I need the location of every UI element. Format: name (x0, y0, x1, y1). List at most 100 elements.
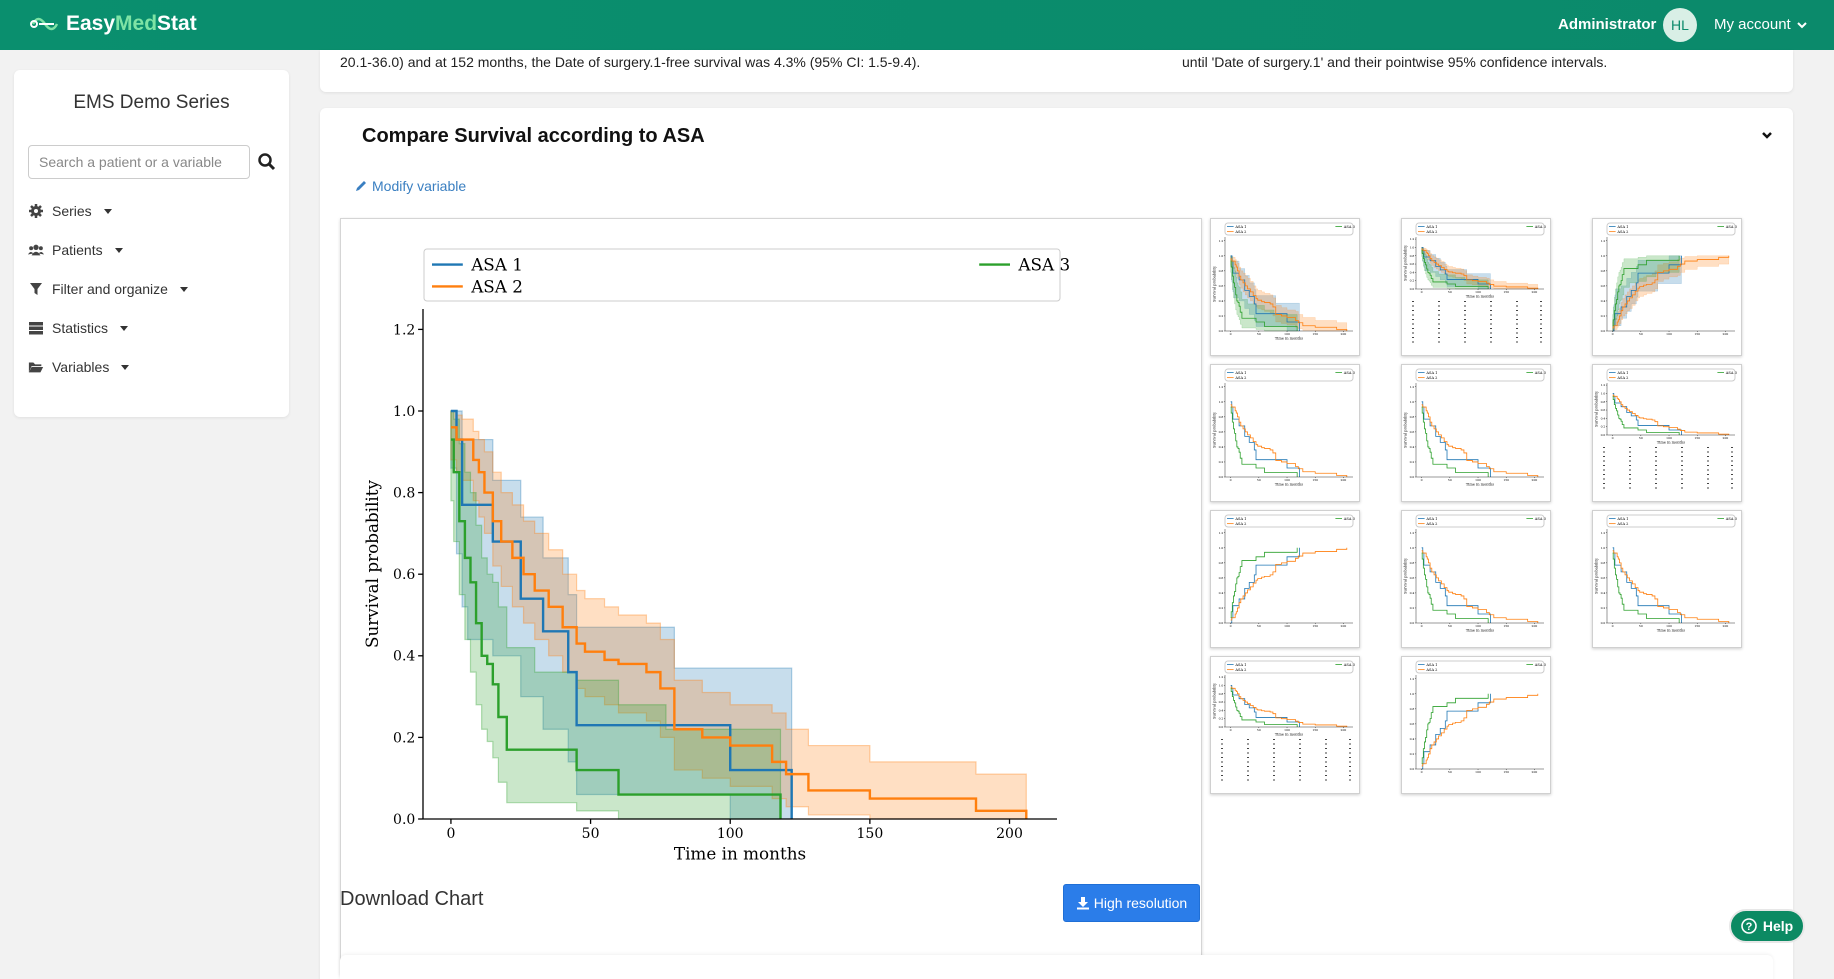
legend-label: ASA 3 (1343, 225, 1356, 229)
y-tick-label: 0.4 (1601, 416, 1606, 420)
y-tick-label: 0.2 (1410, 279, 1415, 283)
y-tick-label: 0.0 (1601, 621, 1606, 625)
chart-thumbnail[interactable]: 0 50 100 150 200 0.0 0.2 0.4 0.6 0.8 1.0 1.2 ASA 1 AS… (1401, 656, 1551, 794)
at-risk-cell (1299, 752, 1301, 754)
at-risk-cell (1273, 779, 1275, 781)
chart-thumbnail[interactable]: 0 50 100 150 200 0.0 0.2 0.4 0.6 0.8 1.0 1.2 ASA 1 AS… (1592, 218, 1742, 356)
thumbnail-chart-svg: 0 50 100 150 200 0.0 0.2 0.4 0.6 0.8 1.0 1.2 Time in… (1403, 222, 1547, 343)
at-risk-table (1221, 739, 1351, 781)
x-tick-label: 100 (1666, 436, 1672, 440)
search-icon[interactable] (257, 152, 277, 172)
sidebar-item-variables[interactable]: Variables (28, 359, 130, 375)
series-title: EMS Demo Series (73, 92, 230, 113)
legend-label: ASA 1 (1616, 517, 1628, 521)
at-risk-cell (1516, 319, 1518, 320)
chart-thumbnail[interactable]: 0 50 100 150 200 0.0 0.2 0.4 0.6 0.8 1.0 1.2 Time in… (1210, 656, 1360, 794)
caret-down-icon (103, 208, 112, 214)
at-risk-cell (1273, 761, 1275, 763)
at-risk-cell (1273, 748, 1275, 749)
help-button[interactable]: ? Help (1729, 909, 1805, 943)
legend-label: ASA 2 (1234, 230, 1246, 234)
chart-thumbnail[interactable]: 0 50 100 150 200 0.0 0.2 0.4 0.6 0.8 1.0 1.2 Time in… (1401, 510, 1551, 648)
y-tick-label: 0.6 (1219, 576, 1224, 580)
at-risk-cell (1629, 469, 1631, 471)
x-axis-label: Time in months (1275, 337, 1303, 341)
sidebar-item-series[interactable]: Series (28, 203, 112, 219)
y-axis-label: Survival probability (362, 479, 382, 648)
survival-curve-1 (1230, 685, 1300, 727)
at-risk-cell (1247, 748, 1249, 749)
legend-label: ASA 2 (470, 276, 523, 296)
y-tick-label: 0.0 (1219, 621, 1224, 625)
survival-chart-svg: 0 50 100 150 200 0.0 0.2 0.4 0.6 0.8 1.0 1.2 Time in… (362, 248, 1070, 864)
survival-curve-3 (1612, 395, 1680, 435)
x-tick-label: 200 (1723, 436, 1729, 440)
stethoscope-logo-icon (30, 17, 59, 31)
at-risk-cell (1540, 323, 1542, 325)
at-risk-cell (1273, 739, 1275, 740)
x-tick-label: 0 (1421, 624, 1423, 628)
chart-legend (1606, 368, 1736, 382)
gear-icon (29, 204, 43, 218)
search-input[interactable] (28, 145, 250, 179)
y-tick-label: 0.0 (393, 812, 415, 828)
at-risk-cell (1707, 474, 1709, 475)
at-risk-cell (1273, 770, 1275, 772)
y-tick-label: 0.2 (1601, 425, 1606, 429)
y-tick-label: 0.0 (1219, 725, 1224, 729)
avatar[interactable]: HL (1663, 8, 1697, 42)
sidebar-item-statistics[interactable]: Statistics (28, 320, 129, 336)
x-tick-label: 0 (446, 826, 455, 842)
survival-curve-2 (1230, 404, 1348, 477)
y-tick-label: 0.2 (1601, 606, 1606, 610)
at-risk-cell (1349, 748, 1351, 749)
download-icon (1076, 897, 1089, 910)
legend-label: ASA 2 (1425, 230, 1437, 234)
at-risk-cell (1681, 469, 1683, 471)
chart-thumbnail[interactable]: 0 50 100 150 200 0.0 0.2 0.4 0.6 0.8 1.0 1.2 ASA 1 AS… (1210, 510, 1360, 648)
y-tick-label: 0.8 (1410, 254, 1415, 258)
chart-thumbnail[interactable]: 0 50 100 150 200 0.0 0.2 0.4 0.6 0.8 1.0 1.2 Time in… (1401, 218, 1551, 356)
x-tick-label: 0 (1230, 624, 1232, 628)
y-axis-label: Survival probability (1212, 682, 1216, 719)
y-tick-label: 1.0 (1410, 546, 1415, 550)
chart-thumbnail[interactable]: 0 50 100 150 200 0.0 0.2 0.4 0.6 0.8 1.0 1.2 Time in… (1401, 364, 1551, 502)
chevron-down-icon[interactable] (1760, 128, 1774, 142)
caret-down-icon (114, 247, 123, 253)
at-risk-cell (1247, 757, 1249, 758)
survival-summary-panel: 20.1-36.0) and at 152 months, the Date o… (320, 50, 1793, 92)
sidebar-item-filter[interactable]: Filter and organize (28, 281, 188, 297)
chart-legend (1415, 514, 1545, 528)
y-tick-label: 1.0 (1601, 254, 1606, 258)
y-tick-label: 1.0 (1219, 546, 1224, 550)
at-risk-cell (1655, 447, 1657, 448)
my-account-dropdown[interactable]: My account (1714, 16, 1807, 33)
survival-curve-3 (1230, 547, 1298, 619)
modify-variable-link[interactable]: Modify variable (354, 178, 466, 194)
at-risk-cell (1629, 451, 1631, 453)
high-resolution-button[interactable]: High resolution (1063, 884, 1200, 922)
chart-thumbnail[interactable]: 0 50 100 150 200 0.0 0.2 0.4 0.6 0.8 1.0 1.2 Time in… (1210, 364, 1360, 502)
chart-thumbnail[interactable]: 0 50 100 150 200 0.0 0.2 0.4 0.6 0.8 1.0 1.2 Time in… (1592, 364, 1742, 502)
x-tick-label: 150 (1503, 290, 1509, 294)
y-tick-label: 1.0 (1601, 391, 1606, 395)
at-risk-cell (1247, 743, 1249, 745)
user-role-label[interactable]: Administrator (1558, 16, 1657, 33)
at-risk-cell (1349, 739, 1351, 740)
at-risk-cell (1247, 770, 1249, 772)
at-risk-cell (1247, 775, 1249, 776)
at-risk-cell (1707, 487, 1709, 489)
x-tick-label: 0 (1230, 332, 1232, 336)
chart-thumbnail[interactable]: 0 50 100 150 200 0.0 0.2 0.4 0.6 0.8 1.0 1.2 Time in… (1210, 218, 1360, 356)
chart-thumbnail[interactable]: 0 50 100 150 200 0.0 0.2 0.4 0.6 0.8 1.0 1.2 Time in… (1592, 510, 1742, 648)
at-risk-cell (1349, 775, 1351, 776)
at-risk-cell (1655, 487, 1657, 489)
y-tick-label: 1.2 (1410, 677, 1415, 681)
y-tick-label: 0.4 (1219, 591, 1224, 595)
sidebar-item-patients[interactable]: Patients (28, 242, 123, 258)
at-risk-cell (1603, 474, 1605, 475)
at-risk-cell (1540, 301, 1542, 302)
brand-logo[interactable]: EasyMedStat (30, 10, 197, 38)
survival-curve-1 (1612, 547, 1682, 623)
at-risk-cell (1681, 483, 1683, 484)
